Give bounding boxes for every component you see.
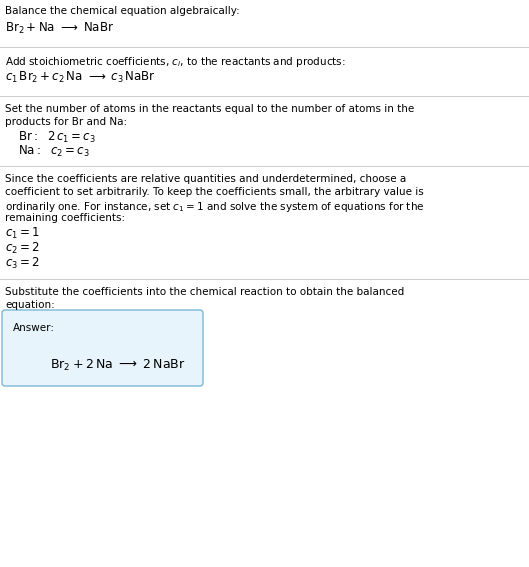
Text: Set the number of atoms in the reactants equal to the number of atoms in the: Set the number of atoms in the reactants…	[5, 104, 414, 114]
FancyBboxPatch shape	[2, 310, 203, 386]
Text: Substitute the coefficients into the chemical reaction to obtain the balanced: Substitute the coefficients into the che…	[5, 287, 404, 297]
Text: equation:: equation:	[5, 300, 54, 310]
Text: products for Br and Na:: products for Br and Na:	[5, 117, 127, 127]
Text: $\mathrm{Br}_2 + 2\,\mathrm{Na} \ \longrightarrow \ 2\,\mathrm{NaBr}$: $\mathrm{Br}_2 + 2\,\mathrm{Na} \ \longr…	[50, 358, 186, 373]
Text: coefficient to set arbitrarily. To keep the coefficients small, the arbitrary va: coefficient to set arbitrarily. To keep …	[5, 187, 424, 197]
Text: $\mathrm{Br}_2 + \mathrm{Na} \ \longrightarrow \ \mathrm{NaBr}$: $\mathrm{Br}_2 + \mathrm{Na} \ \longrigh…	[5, 21, 114, 36]
Text: $c_2 = 2$: $c_2 = 2$	[5, 241, 40, 256]
Text: $c_3 = 2$: $c_3 = 2$	[5, 256, 40, 271]
Text: Balance the chemical equation algebraically:: Balance the chemical equation algebraica…	[5, 6, 240, 16]
Text: Since the coefficients are relative quantities and underdetermined, choose a: Since the coefficients are relative quan…	[5, 174, 406, 184]
Text: remaining coefficients:: remaining coefficients:	[5, 213, 125, 223]
Text: $\mathrm{Na{:}}\ \ c_2 = c_3$: $\mathrm{Na{:}}\ \ c_2 = c_3$	[18, 144, 89, 159]
Text: $c_1\, \mathrm{Br}_2 + c_2\, \mathrm{Na} \ \longrightarrow \ c_3\, \mathrm{NaBr}: $c_1\, \mathrm{Br}_2 + c_2\, \mathrm{Na}…	[5, 70, 156, 85]
Text: $\mathrm{Br{:}}\ \ 2\,c_1 = c_3$: $\mathrm{Br{:}}\ \ 2\,c_1 = c_3$	[18, 130, 96, 145]
Text: $c_1 = 1$: $c_1 = 1$	[5, 226, 40, 241]
Text: Answer:: Answer:	[13, 323, 55, 333]
Text: ordinarily one. For instance, set $c_1 = 1$ and solve the system of equations fo: ordinarily one. For instance, set $c_1 =…	[5, 200, 424, 214]
Text: Add stoichiometric coefficients, $c_i$, to the reactants and products:: Add stoichiometric coefficients, $c_i$, …	[5, 55, 345, 69]
